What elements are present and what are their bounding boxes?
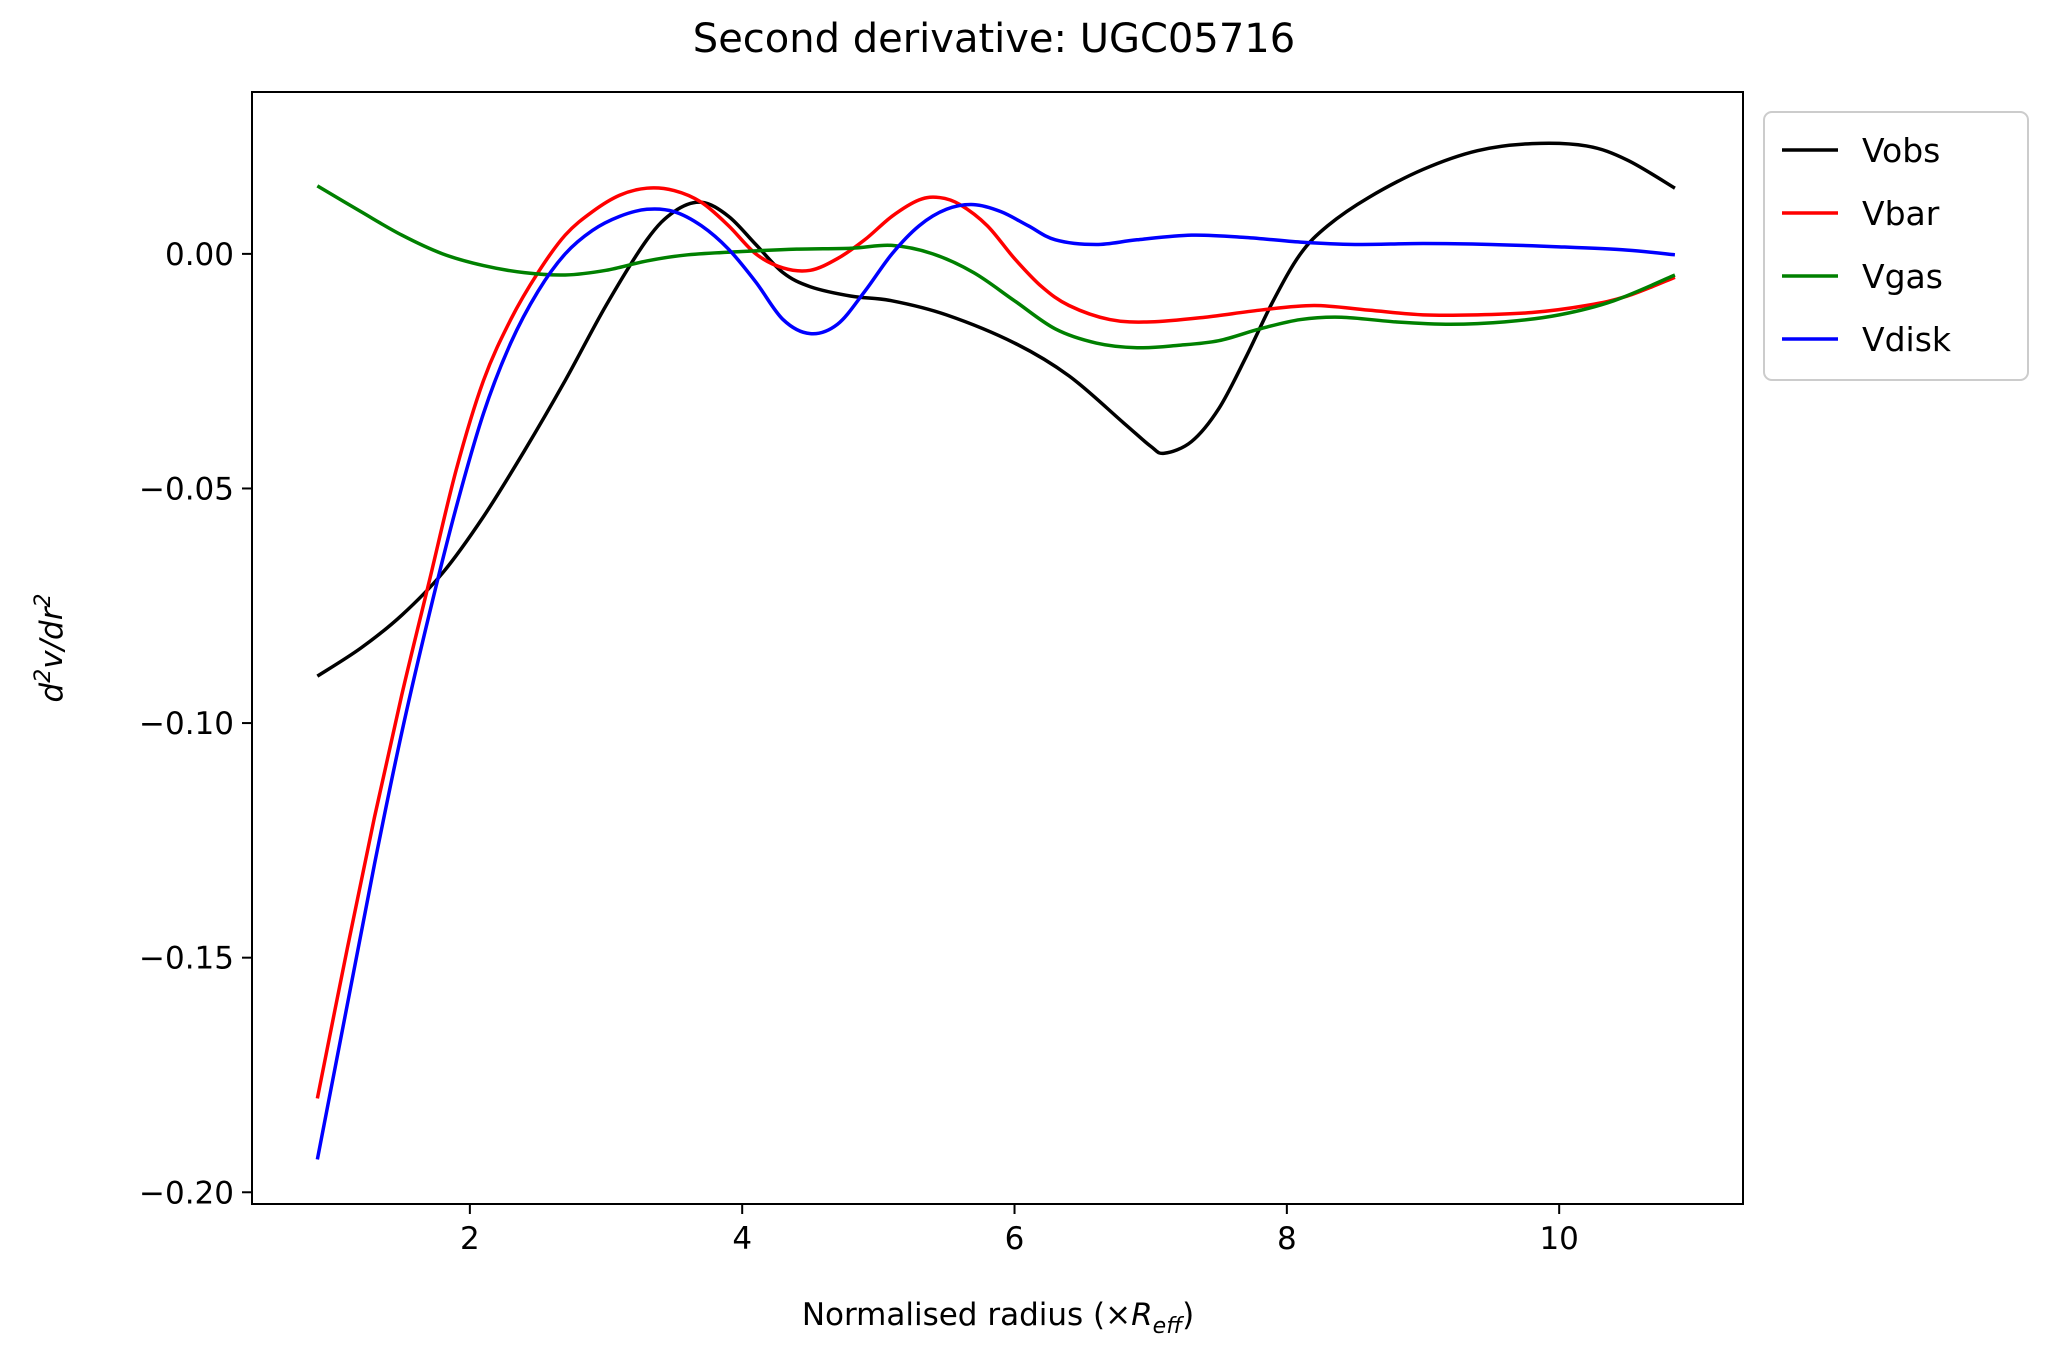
x-tick-label: 10 <box>1539 1221 1578 1257</box>
y-axis: 0.00 −0.05 −0.10 −0.15 −0.20 <box>139 237 252 1211</box>
x-axis: 2 4 6 8 10 <box>460 1204 1579 1257</box>
y-tick-label: −0.10 <box>139 706 234 742</box>
series-line-vbar <box>315 186 1676 1099</box>
y-axis-label: d2v/dr2 <box>31 594 70 703</box>
x-axis-label: Normalised radius (×Reff) <box>802 1297 1194 1339</box>
legend-box <box>1763 111 2029 381</box>
legend-label-vobs: Vobs <box>1862 131 1940 170</box>
legend-label-vgas: Vgas <box>1862 257 1943 296</box>
legend: Vobs Vbar Vgas Vdisk <box>1763 111 2029 381</box>
series-line-vgas <box>316 184 1676 350</box>
x-tick-label: 8 <box>1277 1221 1297 1257</box>
plot-area <box>315 141 1676 1160</box>
x-tick-label: 2 <box>460 1221 480 1257</box>
series-line-vobs <box>316 141 1676 678</box>
plot-frame <box>251 91 1744 1205</box>
chart-title: Second derivative: UGC05716 <box>693 16 1295 62</box>
y-tick-label: −0.15 <box>139 941 234 977</box>
x-tick-label: 4 <box>732 1221 752 1257</box>
legend-label-vdisk: Vdisk <box>1862 320 1952 359</box>
x-tick-label: 6 <box>1005 1221 1025 1257</box>
series-line-vdisk <box>315 202 1676 1160</box>
legend-label-vbar: Vbar <box>1862 194 1940 233</box>
y-tick-label: 0.00 <box>165 237 234 273</box>
y-tick-label: −0.05 <box>139 471 234 507</box>
y-tick-label: −0.20 <box>139 1175 234 1211</box>
